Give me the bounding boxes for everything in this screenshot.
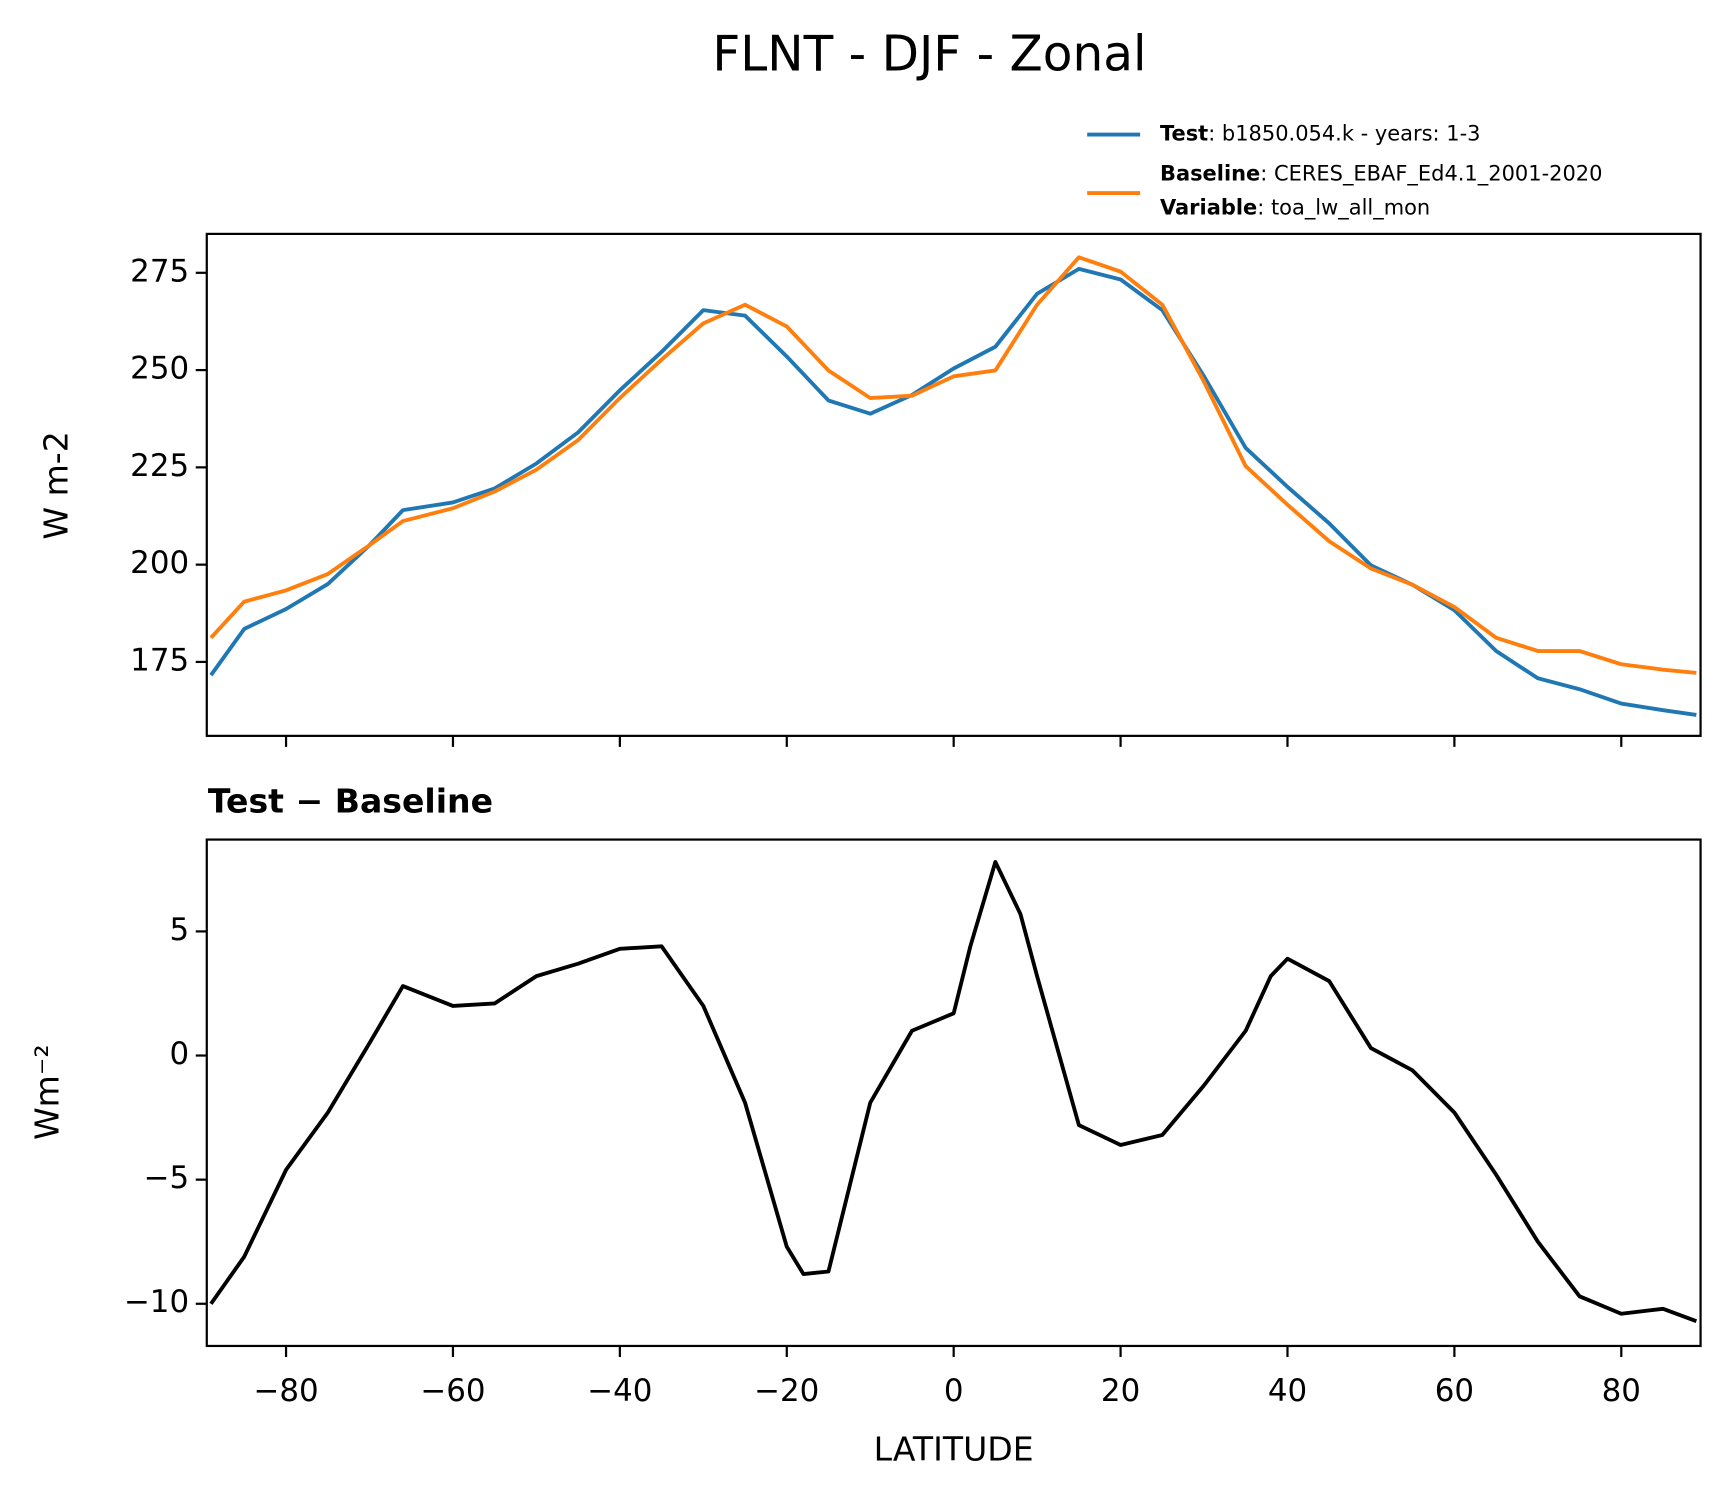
y-tick-label: 250	[130, 351, 189, 387]
legend-name: Variable	[1160, 196, 1257, 220]
y-tick-label: 200	[130, 545, 189, 581]
x-tick-label: −20	[754, 1373, 819, 1409]
y-tick-label: 175	[130, 642, 189, 678]
panel-title: Test − Baseline	[208, 782, 493, 821]
x-axis-label: LATITUDE	[874, 1429, 1034, 1468]
legend-label: : toa_lw_all_mon	[1257, 196, 1430, 221]
x-tick-label: 20	[1101, 1373, 1140, 1409]
x-tick-label: 40	[1268, 1373, 1307, 1409]
x-tick-label: 60	[1435, 1373, 1474, 1409]
legend-label: : b1850.054.k - years: 1-3	[1208, 122, 1480, 146]
legend-entry: Variable: toa_lw_all_mon	[1160, 196, 1430, 221]
x-tick-label: −80	[253, 1373, 318, 1409]
legend-entry: Baseline: CERES_EBAF_Ed4.1_2001-2020	[1160, 161, 1602, 186]
figure-title: FLNT - DJF - Zonal	[712, 26, 1146, 82]
y-tick-label: −5	[144, 1160, 190, 1196]
series-line	[209, 266, 1697, 717]
series-line	[209, 860, 1698, 1323]
y-tick-label: 5	[169, 912, 189, 948]
legend-name: Test	[1160, 122, 1208, 146]
x-tick-label: 0	[944, 1373, 964, 1409]
y-tick-label: −10	[124, 1284, 189, 1320]
x-tick-label: 80	[1602, 1373, 1641, 1409]
series-line	[209, 255, 1697, 675]
y-tick-label: 225	[130, 448, 189, 484]
axes-frame	[205, 838, 1702, 1348]
y-tick-label: 275	[130, 253, 189, 289]
x-tick-label: −60	[420, 1373, 485, 1409]
y-tick-label: 0	[169, 1036, 189, 1072]
axes-frame	[205, 232, 1702, 737]
legend-name: Baseline	[1160, 161, 1260, 185]
x-tick-label: −40	[587, 1373, 652, 1409]
y-axis-label: Wm⁻²	[28, 1044, 67, 1140]
y-axis-label: W m-2	[36, 431, 75, 539]
legend-label: : CERES_EBAF_Ed4.1_2001-2020	[1260, 161, 1602, 186]
legend-entry: Test: b1850.054.k - years: 1-3	[1160, 122, 1481, 146]
